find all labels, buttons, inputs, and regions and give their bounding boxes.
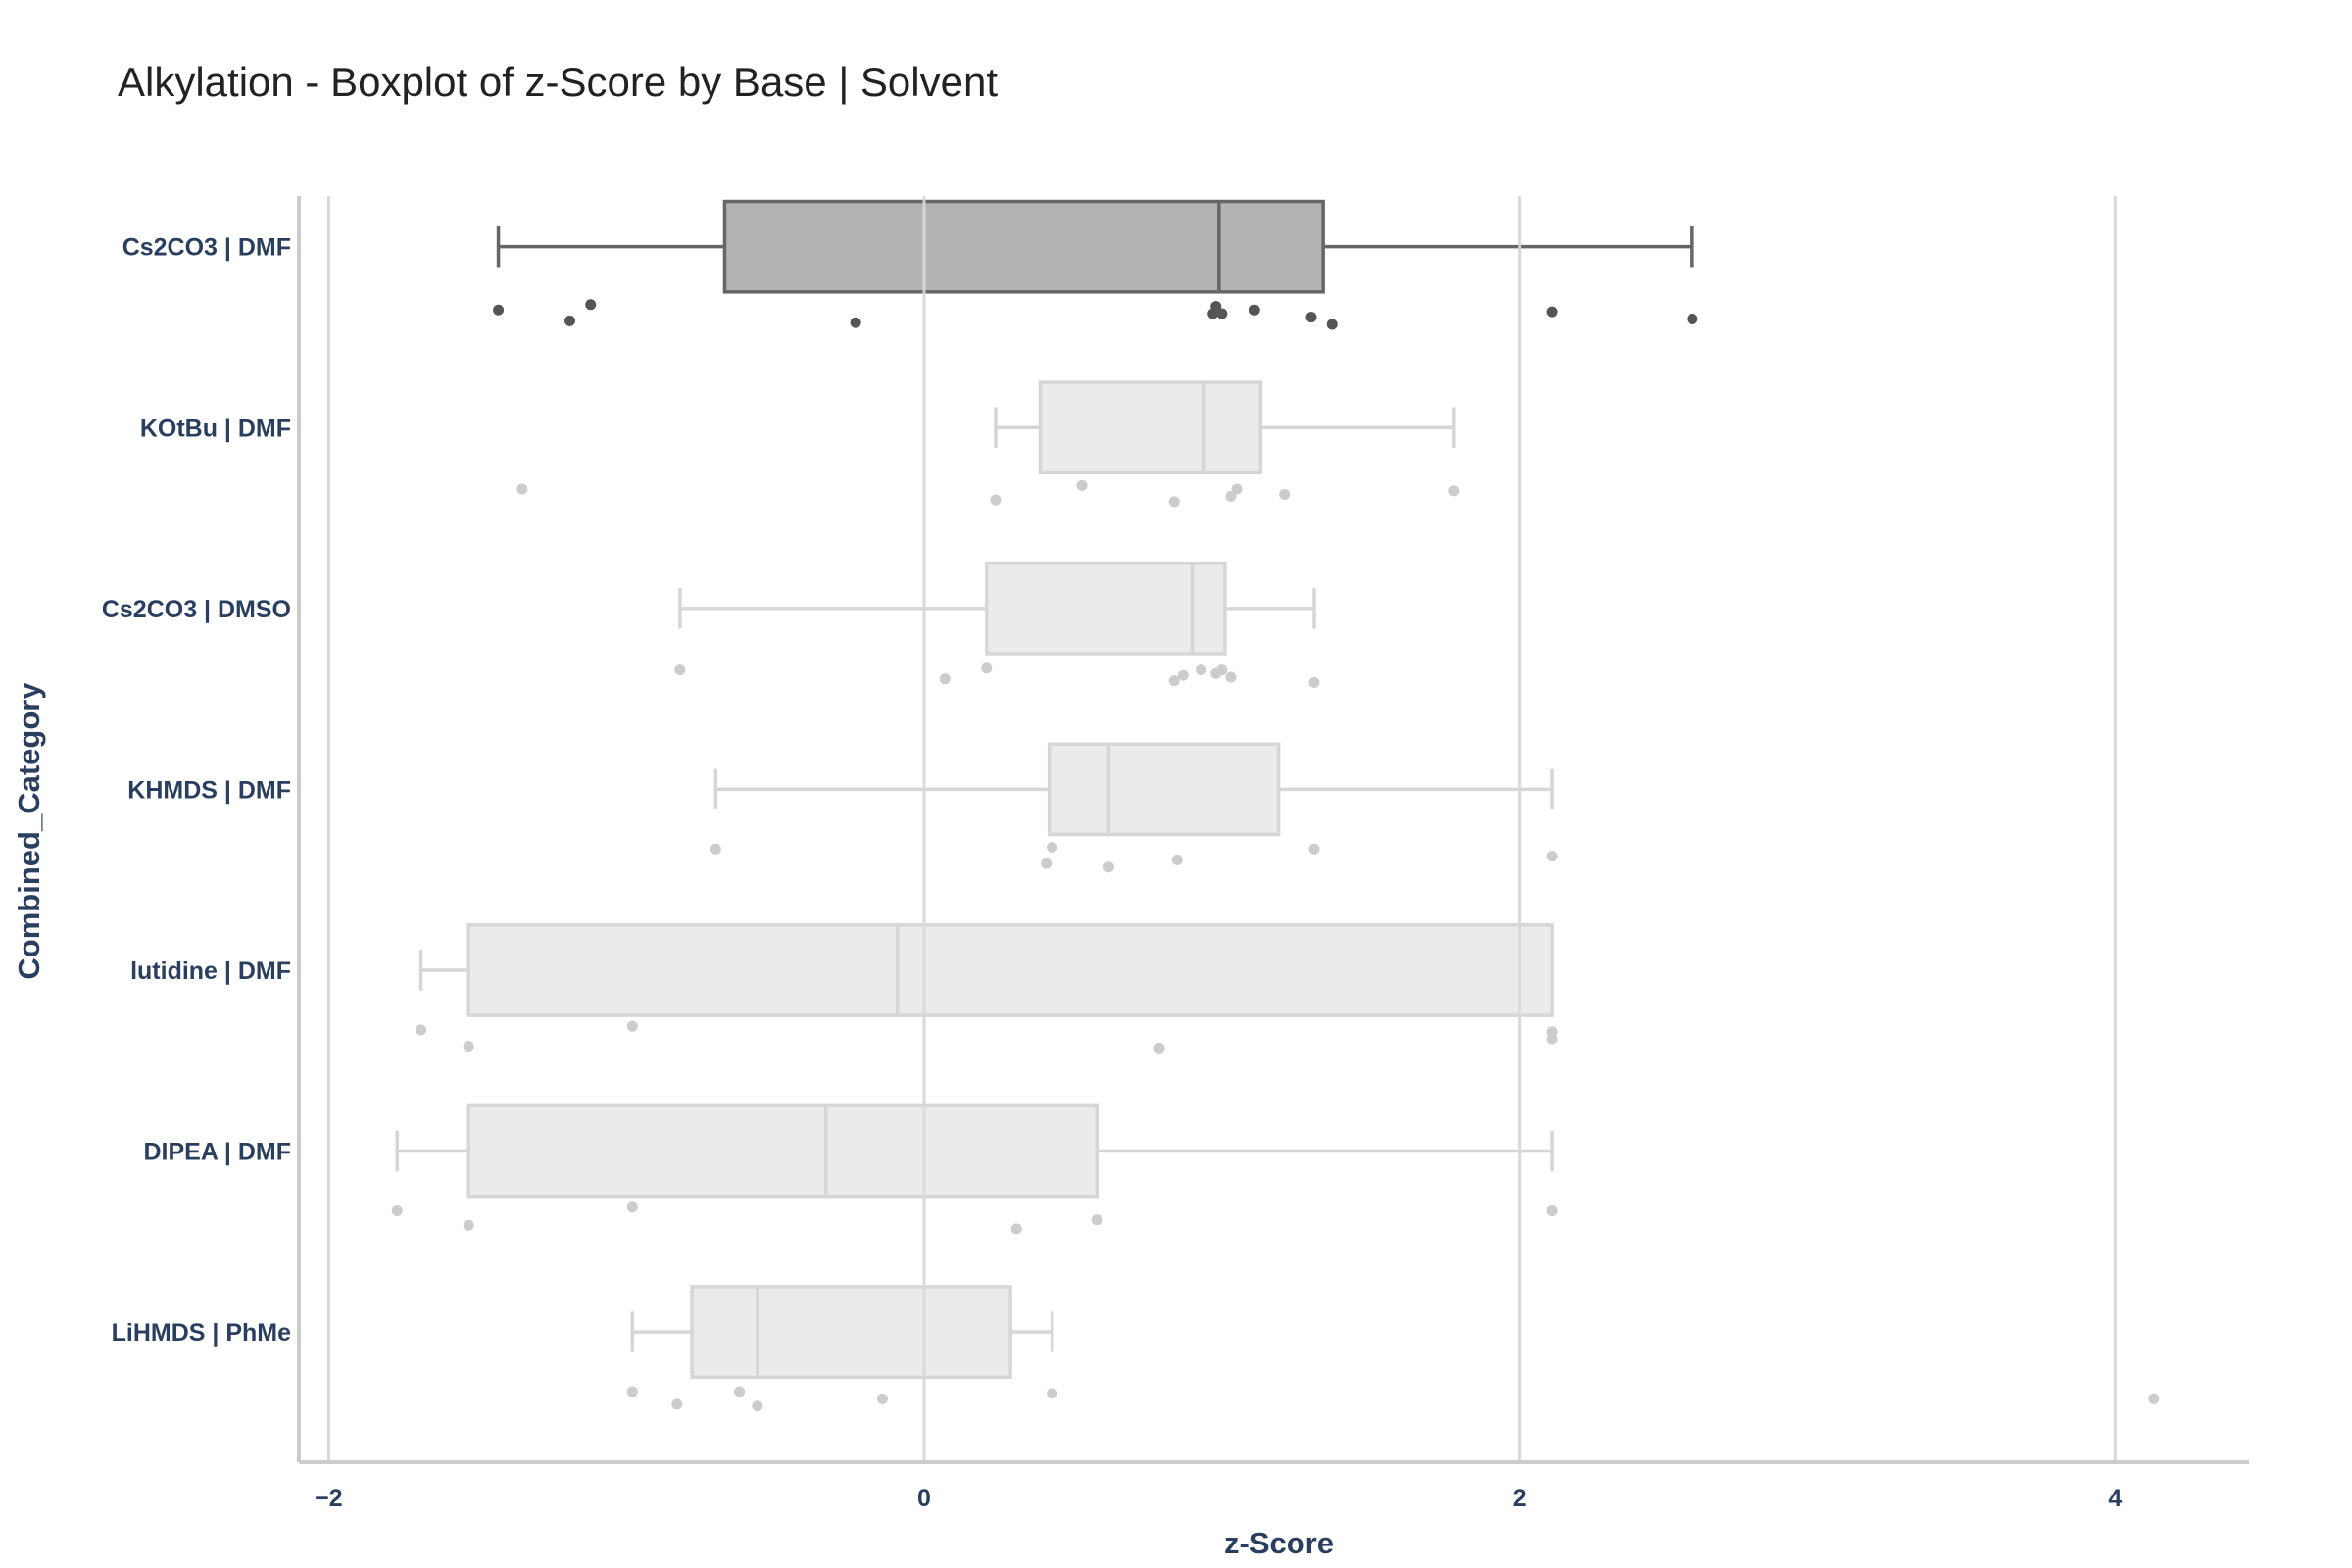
box-1 <box>994 380 1456 475</box>
data-point <box>1279 489 1291 501</box>
iqr-box <box>466 923 1554 1017</box>
data-point <box>1216 308 1228 319</box>
iqr-box <box>722 199 1325 294</box>
box-0 <box>496 199 1694 294</box>
iqr-box <box>466 1103 1099 1199</box>
box-3 <box>713 742 1554 837</box>
category-label: lutidine | DMF <box>130 957 291 985</box>
data-point <box>1168 675 1180 687</box>
box-layer <box>395 199 1694 1380</box>
y-axis-title: Combined_Category <box>12 682 46 980</box>
data-point <box>626 1386 638 1397</box>
data-point <box>463 1040 474 1052</box>
data-point <box>1308 843 1320 855</box>
data-point <box>1225 671 1237 683</box>
box-6 <box>630 1285 1054 1380</box>
data-point <box>1210 301 1222 313</box>
data-point <box>1308 676 1320 688</box>
data-point <box>1153 1042 1165 1054</box>
data-point <box>1326 318 1338 330</box>
data-point <box>990 494 1002 506</box>
data-point <box>1249 304 1260 316</box>
x-axis-title: z-Score <box>1224 1526 1334 1560</box>
data-point <box>1177 669 1189 681</box>
data-point <box>1076 479 1088 491</box>
iqr-box <box>1038 380 1263 475</box>
point-layer <box>326 196 2160 1462</box>
data-point <box>1047 841 1058 853</box>
iqr-box <box>985 561 1227 656</box>
data-point <box>876 1393 888 1404</box>
data-point <box>1047 1388 1058 1399</box>
data-point <box>710 843 721 855</box>
data-point <box>626 1020 638 1032</box>
box-5 <box>395 1103 1554 1199</box>
data-point <box>1196 664 1207 676</box>
data-point <box>1171 854 1183 865</box>
data-point <box>416 1024 427 1036</box>
x-tick-label: 4 <box>2108 1485 2122 1512</box>
data-point <box>1546 1033 1558 1045</box>
data-point <box>1687 314 1698 325</box>
data-point <box>939 673 951 685</box>
iqr-box <box>1047 742 1281 837</box>
data-point <box>1546 1204 1558 1216</box>
category-label: DIPEA | DMF <box>143 1139 291 1166</box>
chart-title: Alkylation - Boxplot of z-Score by Base … <box>118 59 998 105</box>
data-point <box>1102 861 1114 873</box>
x-tick-label: 0 <box>917 1485 931 1512</box>
data-point <box>1225 490 1237 502</box>
data-point <box>1091 1214 1102 1226</box>
data-point <box>391 1204 403 1216</box>
axis-layer <box>297 196 2249 1464</box>
data-point <box>1546 851 1558 862</box>
data-point <box>734 1386 746 1397</box>
data-point <box>671 1398 683 1410</box>
data-point <box>1546 306 1558 318</box>
data-point <box>850 317 861 328</box>
data-point <box>1448 485 1460 497</box>
data-point <box>585 299 597 311</box>
data-point <box>1168 496 1180 508</box>
data-point <box>1216 664 1228 676</box>
label-layer: −2 0 2 4 Cs2CO3 | DMF KOtBu | DMF Cs2CO3 | DMS… <box>102 234 2122 1512</box>
data-point <box>463 1219 474 1231</box>
x-tick-label: −2 <box>315 1485 343 1512</box>
box-2 <box>678 561 1316 656</box>
data-point <box>1010 1223 1022 1235</box>
data-point <box>2148 1393 2160 1404</box>
data-point <box>516 483 528 495</box>
data-point <box>626 1201 638 1213</box>
data-point <box>1041 858 1053 869</box>
category-label: Cs2CO3 | DMSO <box>102 596 291 623</box>
data-point <box>674 664 686 676</box>
data-point <box>981 662 993 674</box>
category-label: LiHMDS | PhMe <box>112 1319 291 1347</box>
data-point <box>564 315 575 326</box>
x-tick-label: 2 <box>1513 1485 1527 1512</box>
data-point <box>493 304 505 316</box>
box-4 <box>418 923 1554 1017</box>
data-point <box>1305 312 1317 323</box>
category-label: Cs2CO3 | DMF <box>122 234 291 262</box>
category-label: KOtBu | DMF <box>140 415 291 442</box>
data-point <box>752 1400 763 1412</box>
iqr-box <box>690 1285 1012 1380</box>
category-label: KHMDS | DMF <box>127 776 291 804</box>
data-point <box>1231 483 1243 495</box>
